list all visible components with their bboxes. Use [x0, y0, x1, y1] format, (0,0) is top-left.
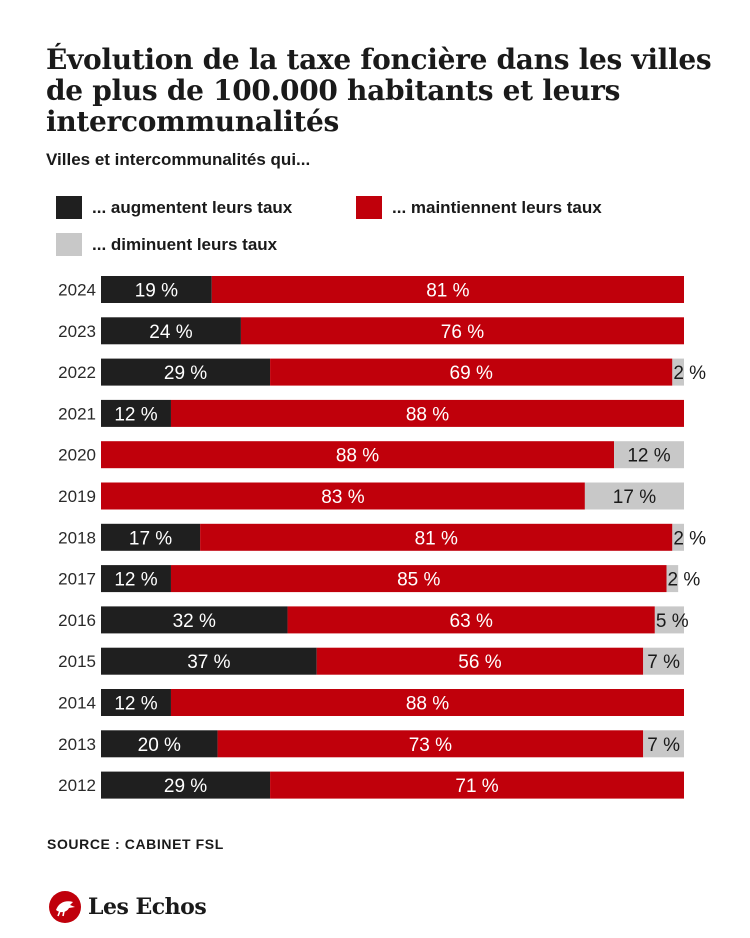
year-label-2018: 2018 [58, 528, 96, 547]
data-label-diminuent-2017: 2 % [668, 570, 701, 591]
data-label-maintiennent-2019: 83 % [321, 487, 364, 508]
bar-maintiennent-2019 [101, 482, 585, 510]
bar-maintiennent-2018 [200, 523, 673, 551]
year-label-2020: 2020 [58, 446, 96, 465]
bar-diminuent-2015 [643, 647, 684, 675]
year-label-2023: 2023 [58, 322, 96, 341]
year-label-2012: 2012 [58, 776, 96, 795]
bar-diminuent-2020 [614, 441, 684, 469]
logo-text: Les Echos [88, 894, 207, 920]
chart-title: Évolution de la taxe foncière dans les v… [46, 43, 712, 138]
legend-label-augmentent: ... augmentent leurs taux [92, 197, 293, 217]
bar-diminuent-2019 [584, 482, 684, 510]
data-label-augmentent-2012: 29 % [164, 776, 207, 797]
bar-maintiennent-2017 [170, 565, 667, 593]
legend-swatch-diminuent [56, 233, 82, 256]
legend-item-diminuent: ... diminuent leurs taux [56, 233, 277, 256]
year-label-2019: 2019 [58, 487, 96, 506]
bar-augmentent-2024 [101, 276, 212, 303]
bar-maintiennent-2012 [270, 771, 684, 799]
year-label-2013: 2013 [58, 735, 96, 754]
data-label-augmentent-2017: 12 % [114, 570, 157, 591]
legend-label-diminuent: ... diminuent leurs taux [92, 234, 278, 254]
data-label-augmentent-2022: 29 % [164, 363, 207, 384]
bar-augmentent-2018 [101, 523, 201, 551]
bar-augmentent-2022 [101, 358, 271, 386]
les-echos-logo: Les Echos [48, 890, 207, 924]
data-label-diminuent-2019: 17 % [613, 487, 656, 508]
data-label-maintiennent-2020: 88 % [336, 446, 379, 467]
data-label-augmentent-2016: 32 % [173, 611, 216, 632]
legend-item-maintiennent: ... maintiennent leurs taux [356, 196, 602, 219]
data-label-maintiennent-2023: 76 % [441, 322, 484, 343]
data-label-maintiennent-2024: 81 % [426, 281, 469, 302]
source-note: SOURCE : CABINET FSL [47, 836, 224, 852]
legend-swatch-maintiennent [356, 196, 382, 219]
data-label-augmentent-2024: 19 % [135, 281, 178, 302]
bar-augmentent-2021 [101, 399, 171, 427]
data-label-augmentent-2013: 20 % [138, 735, 181, 756]
legend-label-maintiennent: ... maintiennent leurs taux [392, 197, 602, 217]
data-label-diminuent-2015: 7 % [647, 652, 680, 673]
data-label-diminuent-2022: 2 % [673, 363, 706, 384]
rooster-icon [49, 891, 81, 923]
year-label-2021: 2021 [58, 404, 96, 423]
bar-augmentent-2013 [101, 730, 218, 758]
year-label-2015: 2015 [58, 652, 96, 671]
legend-item-augmentent: ... augmentent leurs taux [56, 196, 292, 219]
data-label-augmentent-2021: 12 % [114, 404, 157, 425]
data-label-diminuent-2016: 5 % [656, 611, 689, 632]
data-label-maintiennent-2021: 88 % [406, 404, 449, 425]
bar-maintiennent-2023 [240, 317, 685, 345]
year-label-2024: 2024 [58, 281, 96, 300]
bar-maintiennent-2014 [170, 689, 684, 716]
bar-maintiennent-2020 [101, 441, 615, 469]
data-label-maintiennent-2022: 69 % [450, 363, 493, 384]
bar-diminuent-2018 [672, 523, 684, 551]
bar-diminuent-2016 [654, 606, 684, 634]
legend-swatch-augmentent [56, 196, 82, 219]
bar-maintiennent-2013 [217, 730, 644, 758]
bar-diminuent-2013 [643, 730, 684, 758]
data-label-diminuent-2013: 7 % [647, 735, 680, 756]
bar-augmentent-2023 [101, 317, 241, 345]
chart-subtitle: Villes et intercommunalités qui... [46, 150, 311, 169]
data-label-maintiennent-2012: 71 % [455, 776, 498, 797]
year-label-2022: 2022 [58, 363, 96, 382]
data-label-maintiennent-2017: 85 % [397, 570, 440, 591]
bar-augmentent-2015 [101, 647, 317, 675]
data-label-maintiennent-2013: 73 % [409, 735, 452, 756]
bar-maintiennent-2021 [170, 399, 684, 427]
data-label-augmentent-2023: 24 % [149, 322, 192, 343]
data-label-diminuent-2018: 2 % [673, 528, 706, 549]
data-label-maintiennent-2014: 88 % [406, 694, 449, 715]
data-label-augmentent-2014: 12 % [114, 694, 157, 715]
bar-diminuent-2022 [672, 358, 684, 386]
year-label-2016: 2016 [58, 611, 96, 630]
year-label-2017: 2017 [58, 570, 96, 589]
data-label-augmentent-2018: 17 % [129, 528, 172, 549]
data-label-diminuent-2020: 12 % [627, 446, 670, 467]
data-label-augmentent-2015: 37 % [187, 652, 230, 673]
bar-maintiennent-2015 [316, 647, 644, 675]
bar-augmentent-2012 [101, 771, 271, 799]
bar-maintiennent-2024 [211, 276, 684, 303]
bar-augmentent-2014 [101, 689, 171, 716]
bar-maintiennent-2022 [270, 358, 673, 386]
year-label-2014: 2014 [58, 694, 96, 713]
bar-augmentent-2016 [101, 606, 288, 634]
bar-maintiennent-2016 [287, 606, 655, 634]
data-label-maintiennent-2016: 63 % [450, 611, 493, 632]
bar-augmentent-2017 [101, 565, 171, 593]
bar-diminuent-2017 [666, 565, 679, 593]
data-label-maintiennent-2018: 81 % [415, 528, 458, 549]
data-label-maintiennent-2015: 56 % [458, 652, 501, 673]
